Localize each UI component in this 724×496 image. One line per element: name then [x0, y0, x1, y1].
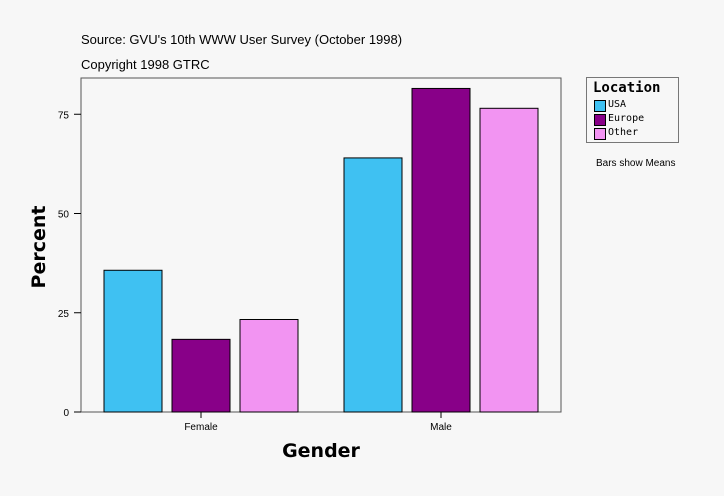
bar-female-other: [239, 318, 299, 413]
x-tick-label-male: Male: [430, 422, 452, 433]
legend-swatch-usa: [594, 100, 606, 112]
chart-copyright-text: Copyright 1998 GTRC: [81, 57, 210, 72]
y-tick-label: 75: [58, 110, 70, 121]
y-axis: 0 25 50 75: [58, 110, 81, 419]
bar-male-europe: [411, 87, 471, 413]
y-axis-label: Percent: [28, 206, 50, 289]
legend-label-europe: Europe: [608, 113, 645, 124]
bar-male-other: [479, 107, 539, 413]
legend: Location USA Europe Other: [586, 77, 679, 143]
chart-source-text: Source: GVU's 10th WWW User Survey (Octo…: [81, 32, 403, 47]
x-axis-label: Gender: [282, 440, 360, 462]
x-tick-label-female: Female: [184, 422, 218, 433]
y-tick-label: 0: [63, 408, 69, 419]
legend-swatch-europe: [594, 114, 606, 126]
legend-swatch-other: [594, 128, 606, 140]
y-tick-label: 25: [58, 309, 70, 320]
legend-title: Location: [593, 80, 661, 96]
x-axis: Female Male: [184, 412, 452, 433]
bars: [103, 87, 539, 413]
bars-note: Bars show Means: [596, 158, 676, 169]
plot-frame: [80, 77, 562, 413]
y-tick-label: 50: [58, 210, 70, 221]
legend-label-usa: USA: [608, 99, 627, 110]
bar-female-usa: [103, 269, 163, 413]
bar-male-usa: [343, 157, 403, 413]
bar-female-europe: [171, 338, 231, 413]
legend-label-other: Other: [608, 127, 639, 138]
